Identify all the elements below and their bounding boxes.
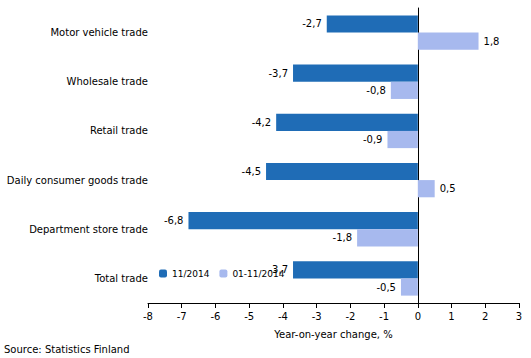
svg-text:Source: Statistics Finland: Source: Statistics Finland <box>4 344 130 355</box>
svg-text:-0,9: -0,9 <box>363 134 383 145</box>
svg-text:01-11/2014: 01-11/2014 <box>232 269 284 279</box>
svg-text:Daily consumer goods trade: Daily consumer goods trade <box>7 175 148 186</box>
svg-text:-4,2: -4,2 <box>252 117 272 128</box>
svg-text:-2,7: -2,7 <box>302 18 322 29</box>
svg-text:-0,5: -0,5 <box>376 282 396 293</box>
svg-text:-8: -8 <box>143 311 153 322</box>
svg-text:-0,8: -0,8 <box>366 85 386 96</box>
svg-text:2: 2 <box>482 311 488 322</box>
svg-text:-3: -3 <box>312 311 322 322</box>
svg-text:-7: -7 <box>177 311 187 322</box>
svg-text:-6,8: -6,8 <box>164 215 184 226</box>
svg-text:Wholesale trade: Wholesale trade <box>67 76 148 87</box>
svg-text:11/2014: 11/2014 <box>172 269 210 279</box>
svg-text:Department store trade: Department store trade <box>29 224 148 235</box>
svg-text:0,5: 0,5 <box>440 183 456 194</box>
svg-text:1: 1 <box>448 311 454 322</box>
svg-text:3: 3 <box>516 311 522 322</box>
svg-text:0: 0 <box>415 311 421 322</box>
svg-text:1,8: 1,8 <box>484 36 500 47</box>
svg-text:-4: -4 <box>278 311 288 322</box>
svg-text:-2: -2 <box>345 311 355 322</box>
svg-text:Total trade: Total trade <box>94 273 148 284</box>
svg-text:Year-on-year change, %: Year-on-year change, % <box>273 329 392 340</box>
svg-text:-1,8: -1,8 <box>333 232 353 243</box>
svg-text:Motor vehicle trade: Motor vehicle trade <box>50 27 148 38</box>
svg-text:-5: -5 <box>244 311 254 322</box>
svg-text:-4,5: -4,5 <box>242 166 262 177</box>
svg-text:-3,7: -3,7 <box>269 68 289 79</box>
svg-text:-6: -6 <box>210 311 220 322</box>
svg-text:-1: -1 <box>379 311 389 322</box>
svg-text:Retail trade: Retail trade <box>90 125 148 136</box>
